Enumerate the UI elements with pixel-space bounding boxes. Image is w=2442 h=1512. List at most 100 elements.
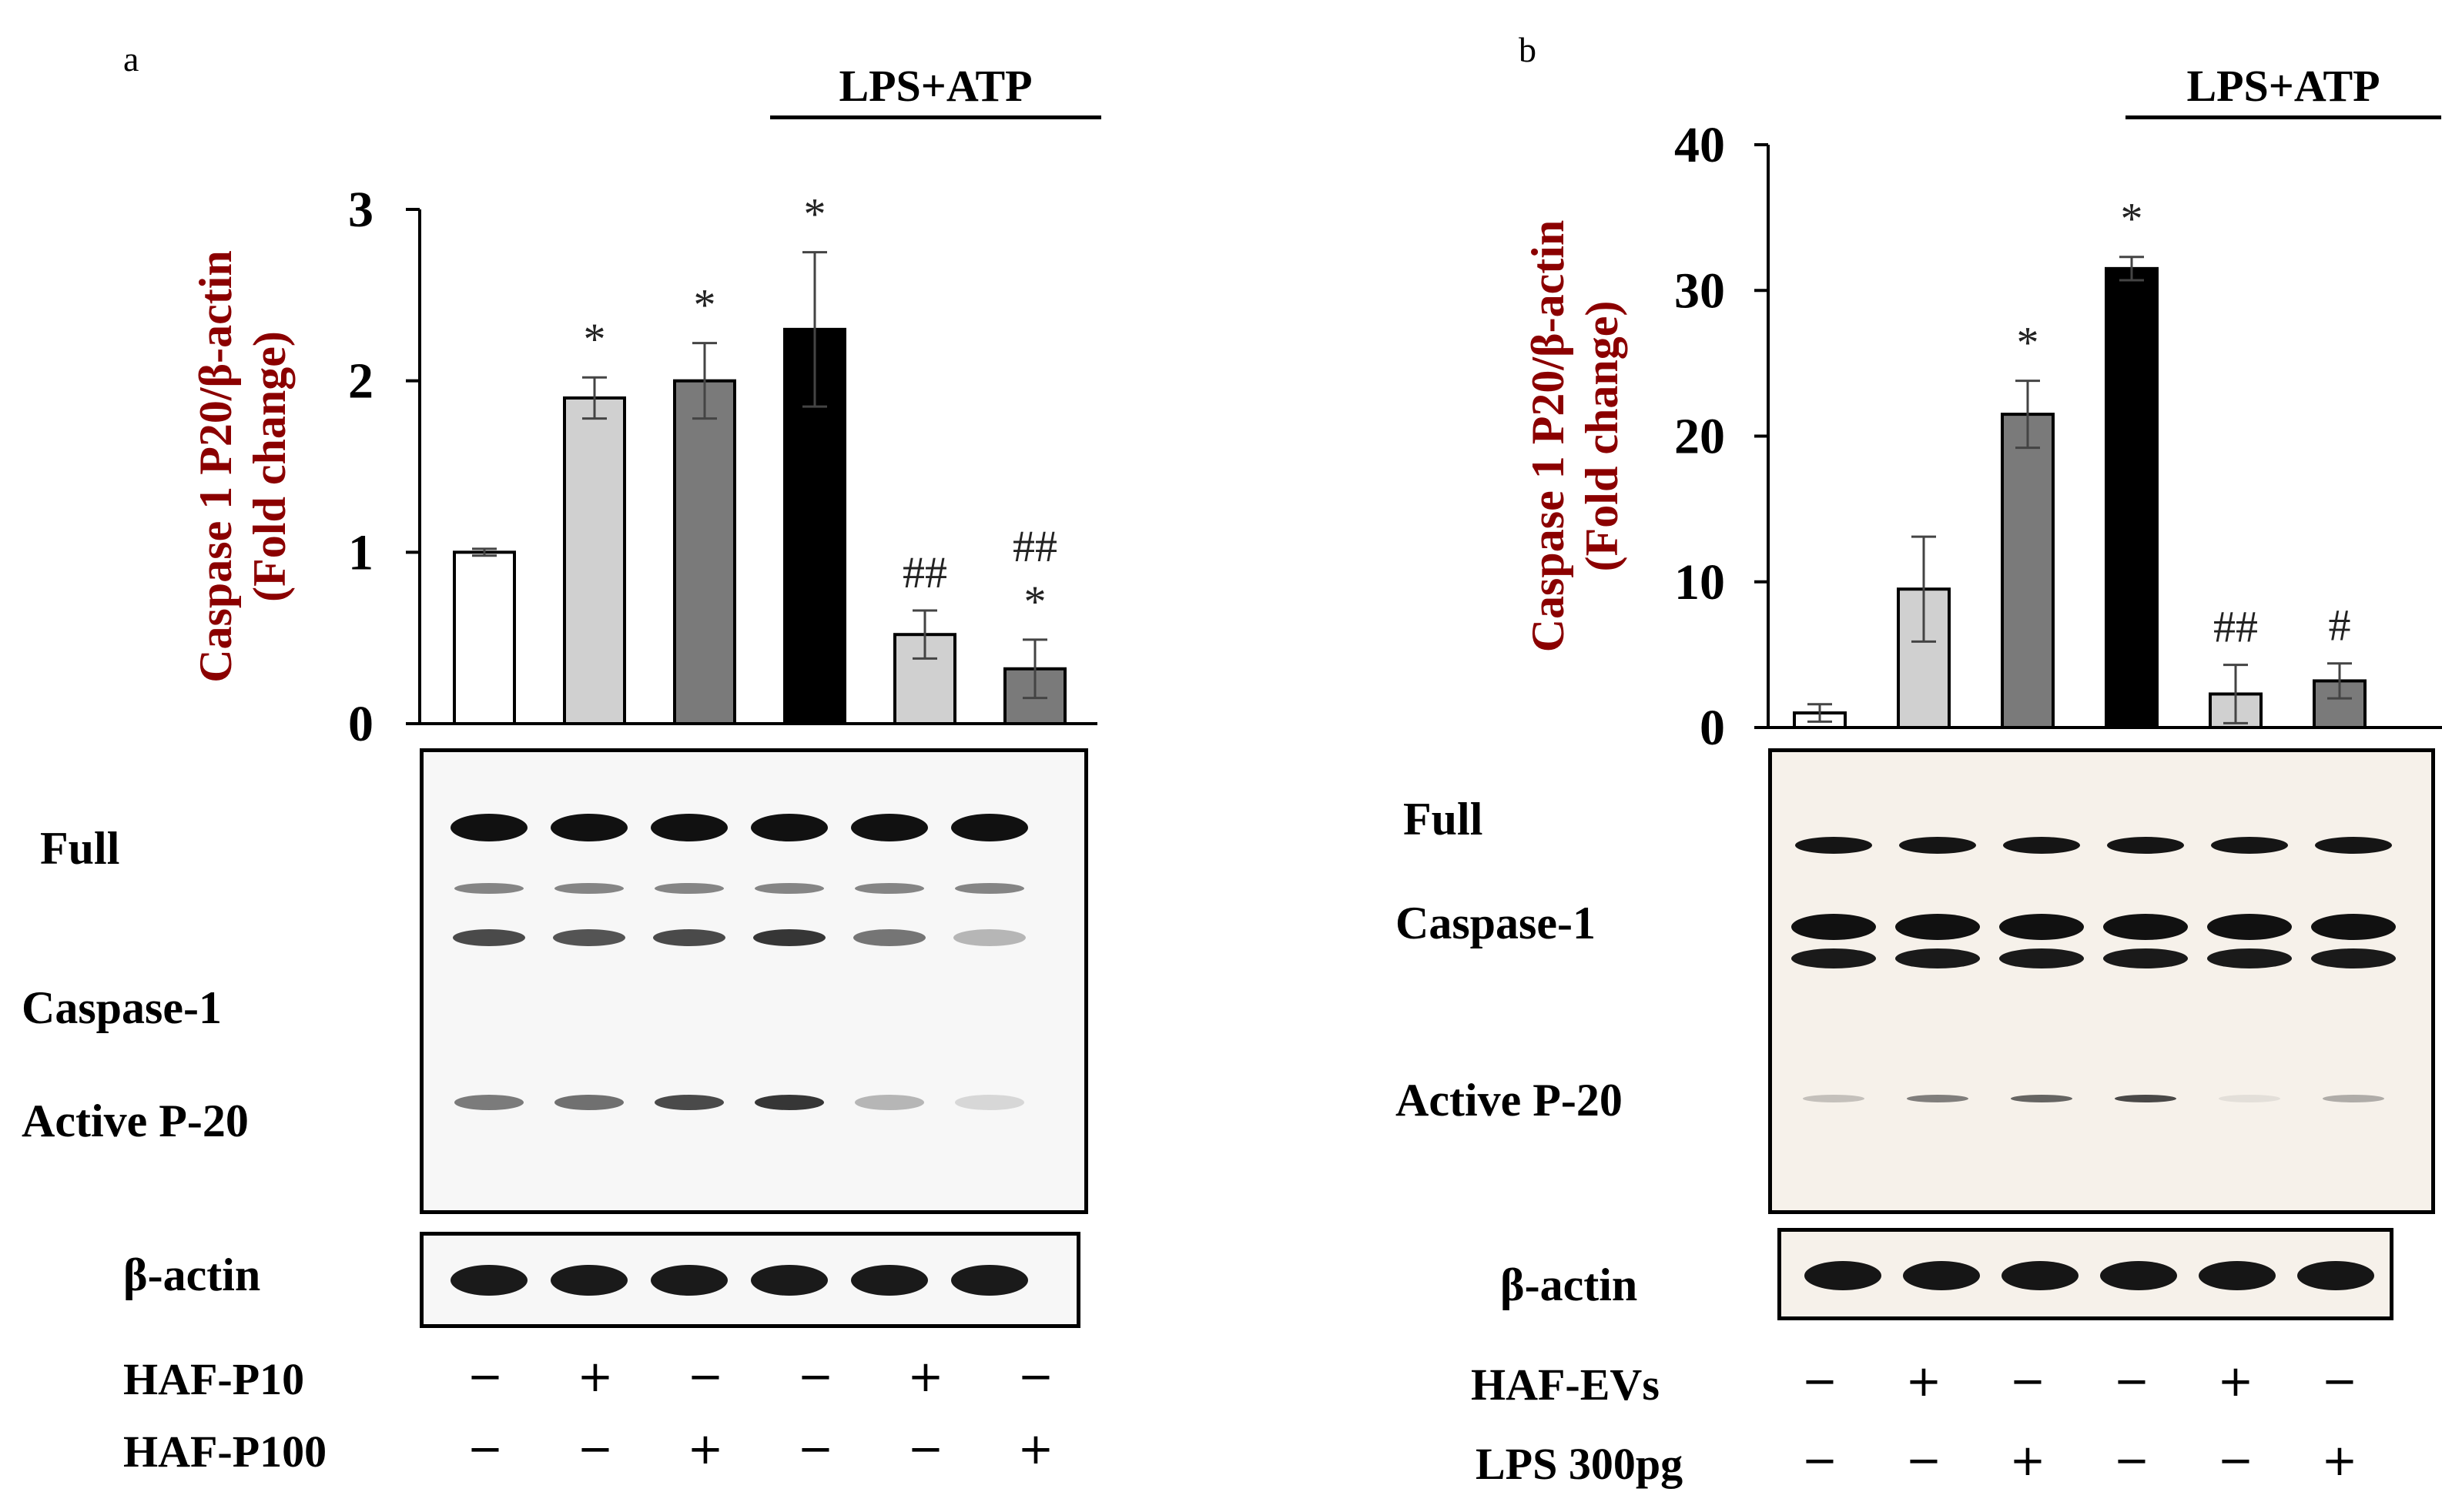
y-axis-label: Caspase 1 P20/β-actin (1522, 220, 1573, 653)
condition-sign: − (797, 1424, 834, 1474)
condition-sign: − (577, 1424, 614, 1474)
blot-band (1795, 837, 1872, 854)
condition-sign: + (907, 1352, 944, 1402)
significance-marker: * (1024, 577, 1047, 627)
caspase-western-blot (420, 748, 1088, 1214)
condition-label: HAF-P10 (123, 1354, 305, 1404)
y-axis-label: (Fold change) (1576, 301, 1627, 572)
lps-atp-bracket-line (2125, 115, 2441, 119)
y-tick-label: 30 (1674, 263, 1725, 319)
actin-western-blot (420, 1232, 1080, 1328)
blot-band (755, 1095, 824, 1110)
blot-band (1791, 948, 1876, 968)
blot-label-full: Full (1403, 794, 1483, 845)
blot-band (2311, 948, 2396, 968)
blot-band (1791, 914, 1876, 940)
blot-band (2003, 837, 2080, 854)
significance-marker: * (584, 314, 606, 364)
blot-band (955, 1095, 1024, 1110)
blot-band (753, 929, 826, 946)
blot-label-actin: β-actin (1500, 1259, 1638, 1310)
significance-marker: * (694, 280, 716, 330)
blot-band (2211, 837, 2288, 854)
condition-sign: + (2321, 1436, 2358, 1486)
y-tick-label: 3 (348, 182, 374, 238)
bar (673, 379, 736, 725)
blot-band (451, 1265, 528, 1296)
panel-letter: b (1519, 30, 1536, 69)
blot-band (551, 814, 628, 841)
bar (453, 550, 516, 725)
blot-band (851, 814, 928, 841)
y-tick-label: 0 (348, 696, 374, 752)
blot-band (2323, 1095, 2384, 1102)
blot-band (855, 883, 924, 894)
panel-letter: a (123, 39, 139, 79)
blot-label-caspase: Caspase-1 (22, 982, 223, 1033)
blot-band (2199, 1261, 2276, 1290)
panel-a: a LPS+ATP Caspase 1 P20/β-actin (Fold cha… (0, 0, 1201, 1512)
condition-sign: + (577, 1352, 614, 1402)
blot-band (655, 1095, 724, 1110)
blot-band (454, 1095, 524, 1110)
blot-band (653, 929, 725, 946)
y-tick-label: 1 (348, 524, 374, 580)
blot-band (951, 1265, 1028, 1296)
blot-band (454, 883, 524, 894)
blot-band (853, 929, 926, 946)
blot-band (755, 883, 824, 894)
condition-sign: + (1017, 1424, 1054, 1474)
bar (1897, 587, 1951, 730)
bar-chart: Caspase 1 P20/β-actin (Fold change) 0 10 20 3… (1522, 117, 2442, 756)
condition-sign: − (2113, 1436, 2150, 1486)
condition-sign: − (467, 1352, 504, 1402)
blot-band (2207, 914, 2292, 940)
blot-band (2219, 1095, 2280, 1102)
condition-sign: − (687, 1352, 724, 1402)
blot-band (2103, 948, 2188, 968)
condition-sign: − (2113, 1356, 2150, 1407)
blot-band (2207, 948, 2292, 968)
blot-band (751, 814, 828, 841)
bar (2105, 266, 2159, 729)
bar (2001, 413, 2055, 729)
condition-label: HAF-P100 (123, 1427, 327, 1477)
significance-marker: # (2329, 600, 2351, 651)
blot-band (1899, 837, 1976, 854)
caspase-western-blot (1768, 748, 2435, 1214)
blot-band (1999, 914, 2084, 940)
bar-chart: Caspase 1 P20/β-actin (Fold change) 0 1 2 3 * *… (190, 182, 1097, 752)
y-tick-label: 2 (348, 353, 374, 410)
significance-marker: ## (1013, 521, 1057, 571)
blot-band (1895, 914, 1980, 940)
blot-label-full: Full (40, 823, 120, 874)
bar (563, 396, 626, 726)
y-tick-label: 10 (1674, 554, 1725, 610)
blot-band (554, 883, 624, 894)
blot-band (453, 929, 525, 946)
condition-sign: + (687, 1424, 724, 1474)
condition-label: HAF-EVs (1471, 1360, 1660, 1410)
condition-label: LPS 300pg (1476, 1439, 1683, 1489)
y-tick-label: 40 (1674, 117, 1725, 173)
blot-band (955, 883, 1024, 894)
blot-band (651, 1265, 728, 1296)
blot-band (851, 1265, 928, 1296)
y-axis-label: (Fold change) (244, 331, 295, 602)
lps-atp-label: LPS+ATP (2186, 61, 2380, 111)
blot-band (655, 883, 724, 894)
blot-band (554, 1095, 624, 1110)
condition-sign: − (1905, 1436, 1942, 1486)
blot-band (2297, 1261, 2374, 1290)
y-axis-label: Caspase 1 P20/β-actin (190, 250, 241, 683)
blot-band (651, 814, 728, 841)
y-tick-label: 0 (1700, 700, 1725, 756)
y-tick-label: 20 (1674, 409, 1725, 465)
blot-band (553, 929, 625, 946)
actin-western-blot (1777, 1228, 2393, 1320)
blot-band (1999, 948, 2084, 968)
significance-marker: * (2017, 318, 2039, 368)
significance-marker: * (2121, 194, 2143, 244)
blot-band (1803, 1095, 1864, 1102)
blot-label-caspase: Caspase-1 (1395, 898, 1596, 948)
